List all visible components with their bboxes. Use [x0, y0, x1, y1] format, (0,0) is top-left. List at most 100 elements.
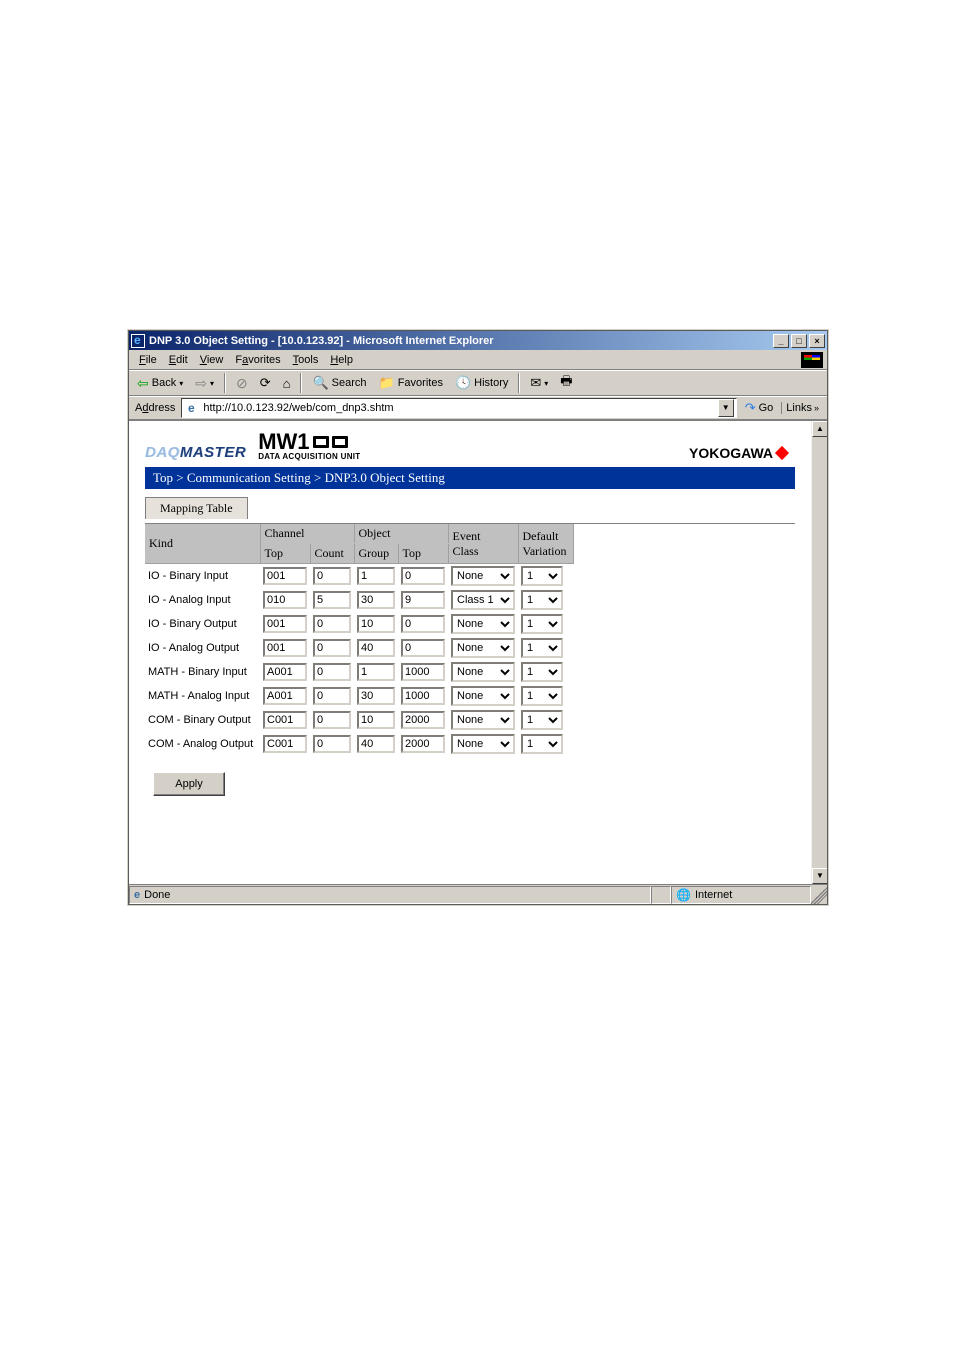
status-panel-empty	[651, 886, 671, 904]
select-event-class[interactable]: NoneClass 1Class 2Class 3	[451, 590, 515, 610]
input-channel-count[interactable]	[313, 687, 351, 705]
cell-kind: COM - Binary Output	[145, 708, 260, 732]
input-object-group[interactable]	[357, 615, 395, 633]
input-object-top[interactable]	[401, 735, 445, 753]
address-input[interactable]	[201, 401, 717, 415]
input-object-group[interactable]	[357, 663, 395, 681]
select-event-class[interactable]: NoneClass 1Class 2Class 3	[451, 734, 515, 754]
go-icon: ↷	[745, 400, 756, 416]
scroll-up-button[interactable]: ▲	[812, 421, 827, 437]
breadcrumb-comm-setting[interactable]: Communication Setting	[187, 470, 311, 485]
select-event-class[interactable]: NoneClass 1Class 2Class 3	[451, 614, 515, 634]
input-object-top[interactable]	[401, 615, 445, 633]
address-dropdown-icon[interactable]: ▼	[718, 399, 734, 417]
menu-file[interactable]: File	[133, 352, 163, 368]
addressbar: Address e ▼ ↷ Go Links »	[129, 396, 827, 420]
input-object-group[interactable]	[357, 735, 395, 753]
table-row: IO - Analog OutputNoneClass 1Class 2Clas…	[145, 636, 573, 660]
input-channel-top[interactable]	[263, 663, 307, 681]
col-object-top: Top	[398, 544, 448, 564]
select-default-variation[interactable]: 123	[521, 710, 563, 730]
input-channel-top[interactable]	[263, 735, 307, 753]
select-event-class[interactable]: NoneClass 1Class 2Class 3	[451, 710, 515, 730]
status-done: Done	[144, 889, 170, 901]
back-dropdown-icon[interactable]: ▾	[179, 379, 183, 388]
input-channel-count[interactable]	[313, 567, 351, 585]
select-default-variation[interactable]: 123	[521, 638, 563, 658]
input-object-top[interactable]	[401, 639, 445, 657]
menu-help[interactable]: Help	[324, 352, 359, 368]
menu-favorites[interactable]: Favorites	[229, 352, 286, 368]
favorites-label: Favorites	[398, 377, 443, 389]
mw100-title: MW1	[258, 431, 360, 453]
go-button[interactable]: ↷ Go	[741, 400, 778, 416]
input-channel-count[interactable]	[313, 591, 351, 609]
history-button[interactable]: 🕓History	[451, 373, 512, 393]
input-channel-count[interactable]	[313, 735, 351, 753]
input-object-top[interactable]	[401, 567, 445, 585]
input-object-group[interactable]	[357, 591, 395, 609]
resize-grip-icon[interactable]	[811, 886, 827, 904]
select-default-variation[interactable]: 123	[521, 614, 563, 634]
menu-view[interactable]: View	[194, 352, 230, 368]
refresh-button[interactable]: ⟳	[256, 373, 275, 393]
apply-button[interactable]: Apply	[153, 772, 225, 796]
input-object-top[interactable]	[401, 711, 445, 729]
forward-button[interactable]: ⇨ ▾	[191, 373, 218, 394]
history-icon: 🕓	[455, 375, 471, 391]
cell-kind: MATH - Analog Input	[145, 684, 260, 708]
input-channel-top[interactable]	[263, 711, 307, 729]
print-button[interactable]: 🖶	[556, 370, 576, 396]
input-channel-count[interactable]	[313, 639, 351, 657]
ie-icon	[131, 334, 145, 348]
stop-button[interactable]: ⊘	[232, 373, 252, 394]
input-channel-top[interactable]	[263, 687, 307, 705]
input-object-group[interactable]	[357, 711, 395, 729]
mail-dropdown-icon[interactable]: ▾	[544, 379, 548, 388]
input-object-group[interactable]	[357, 567, 395, 585]
select-default-variation[interactable]: 123	[521, 590, 563, 610]
mail-button[interactable]: ✉▾	[526, 373, 552, 393]
close-button[interactable]: ×	[809, 334, 825, 348]
yokogawa-logo: YOKOGAWA	[689, 445, 795, 461]
input-channel-count[interactable]	[313, 663, 351, 681]
select-default-variation[interactable]: 123	[521, 734, 563, 754]
go-label: Go	[759, 402, 774, 414]
tab-mapping-table[interactable]: Mapping Table	[145, 497, 248, 519]
status-page-icon: e	[134, 889, 140, 901]
forward-dropdown-icon[interactable]: ▾	[210, 379, 214, 388]
vertical-scrollbar[interactable]: ▲ ▼	[811, 421, 827, 884]
input-object-top[interactable]	[401, 663, 445, 681]
select-event-class[interactable]: NoneClass 1Class 2Class 3	[451, 662, 515, 682]
home-button[interactable]: ⌂	[279, 374, 295, 393]
cell-kind: MATH - Binary Input	[145, 660, 260, 684]
input-object-top[interactable]	[401, 687, 445, 705]
select-event-class[interactable]: NoneClass 1Class 2Class 3	[451, 566, 515, 586]
input-channel-count[interactable]	[313, 711, 351, 729]
menu-tools[interactable]: Tools	[287, 352, 325, 368]
input-channel-top[interactable]	[263, 567, 307, 585]
select-default-variation[interactable]: 123	[521, 566, 563, 586]
back-button[interactable]: ⇦ Back ▾	[133, 373, 187, 394]
favorites-button[interactable]: 📁Favorites	[375, 373, 447, 393]
address-field-container: e ▼	[181, 398, 736, 418]
search-button[interactable]: 🔍Search	[308, 373, 370, 393]
input-channel-top[interactable]	[263, 639, 307, 657]
input-channel-top[interactable]	[263, 615, 307, 633]
scroll-down-button[interactable]: ▼	[812, 868, 827, 884]
breadcrumb-top[interactable]: Top	[153, 470, 173, 485]
select-default-variation[interactable]: 123	[521, 662, 563, 682]
menu-edit[interactable]: Edit	[163, 352, 194, 368]
input-object-top[interactable]	[401, 591, 445, 609]
input-object-group[interactable]	[357, 687, 395, 705]
links-button[interactable]: Links »	[781, 402, 823, 414]
select-default-variation[interactable]: 123	[521, 686, 563, 706]
input-channel-count[interactable]	[313, 615, 351, 633]
select-event-class[interactable]: NoneClass 1Class 2Class 3	[451, 686, 515, 706]
select-event-class[interactable]: NoneClass 1Class 2Class 3	[451, 638, 515, 658]
input-channel-top[interactable]	[263, 591, 307, 609]
input-object-group[interactable]	[357, 639, 395, 657]
minimize-button[interactable]: _	[773, 334, 789, 348]
mapping-table-grid: Kind Channel Object EventClass DefaultVa…	[145, 524, 574, 756]
maximize-button[interactable]: □	[791, 334, 807, 348]
